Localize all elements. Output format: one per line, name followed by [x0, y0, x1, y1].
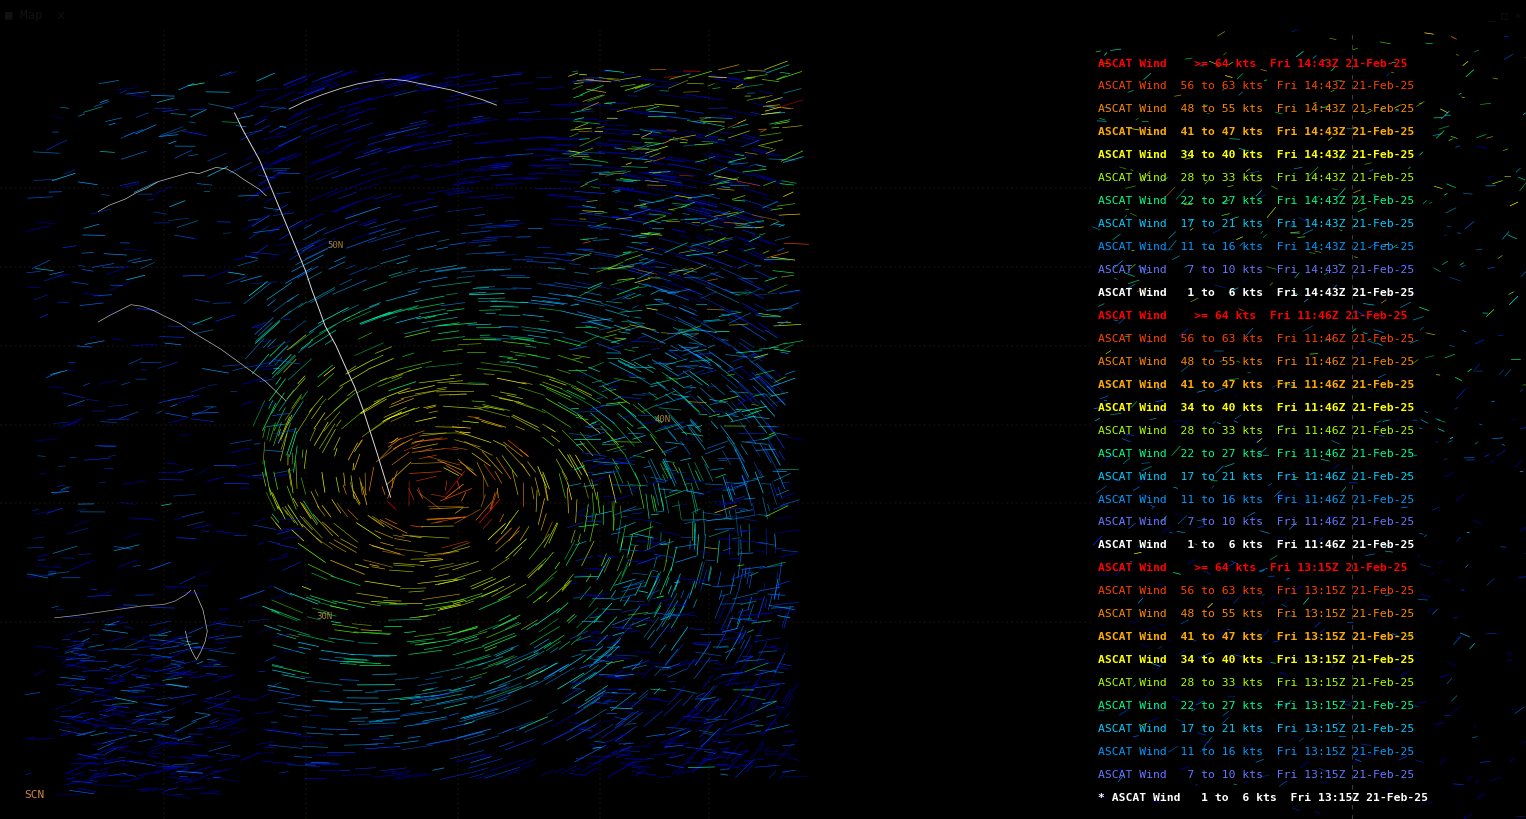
Text: ASCAT Wind  34 to 40 kts  Fri 11:46Z 21-Feb-25: ASCAT Wind 34 to 40 kts Fri 11:46Z 21-Fe…: [1097, 402, 1415, 412]
Text: ASCAT Wind  11 to 16 kts  Fri 11:46Z 21-Feb-25: ASCAT Wind 11 to 16 kts Fri 11:46Z 21-Fe…: [1097, 494, 1415, 504]
Text: ASCAT Wind  56 to 63 kts  Fri 14:43Z 21-Feb-25: ASCAT Wind 56 to 63 kts Fri 14:43Z 21-Fe…: [1097, 81, 1415, 92]
Text: _ □ ✕: _ □ ✕: [1488, 11, 1521, 20]
Text: ASCAT Wind  48 to 55 kts  Fri 13:15Z 21-Feb-25: ASCAT Wind 48 to 55 kts Fri 13:15Z 21-Fe…: [1097, 609, 1415, 618]
Text: ASCAT Wind    >= 64 kts  Fri 11:46Z 21-Feb-25: ASCAT Wind >= 64 kts Fri 11:46Z 21-Feb-2…: [1097, 310, 1407, 320]
Text: ASCAT Wind  28 to 33 kts  Fri 11:46Z 21-Feb-25: ASCAT Wind 28 to 33 kts Fri 11:46Z 21-Fe…: [1097, 425, 1415, 435]
Text: ASCAT Wind  48 to 55 kts  Fri 14:43Z 21-Feb-25: ASCAT Wind 48 to 55 kts Fri 14:43Z 21-Fe…: [1097, 104, 1415, 115]
Text: ASCAT Wind  34 to 40 kts  Fri 13:15Z 21-Feb-25: ASCAT Wind 34 to 40 kts Fri 13:15Z 21-Fe…: [1097, 654, 1415, 664]
Text: ASCAT Wind   1 to  6 kts  Fri 11:46Z 21-Feb-25: ASCAT Wind 1 to 6 kts Fri 11:46Z 21-Feb-…: [1097, 540, 1415, 550]
Text: ASCAT Wind   7 to 10 kts  Fri 14:43Z 21-Feb-25: ASCAT Wind 7 to 10 kts Fri 14:43Z 21-Feb…: [1097, 265, 1415, 274]
Text: ASCAT Wind    >= 64 kts  Fri 14:43Z 21-Feb-25: ASCAT Wind >= 64 kts Fri 14:43Z 21-Feb-2…: [1097, 58, 1407, 69]
Text: ASCAT Wind  56 to 63 kts  Fri 11:46Z 21-Feb-25: ASCAT Wind 56 to 63 kts Fri 11:46Z 21-Fe…: [1097, 333, 1415, 343]
Text: ASCAT Wind  34 to 40 kts  Fri 14:43Z 21-Feb-25: ASCAT Wind 34 to 40 kts Fri 14:43Z 21-Fe…: [1097, 150, 1415, 160]
Text: ASCAT Wind  41 to 47 kts  Fri 11:46Z 21-Feb-25: ASCAT Wind 41 to 47 kts Fri 11:46Z 21-Fe…: [1097, 379, 1415, 389]
Text: ASCAT Wind   7 to 10 kts  Fri 13:15Z 21-Feb-25: ASCAT Wind 7 to 10 kts Fri 13:15Z 21-Feb…: [1097, 769, 1415, 779]
Text: ASCAT Wind  48 to 55 kts  Fri 11:46Z 21-Feb-25: ASCAT Wind 48 to 55 kts Fri 11:46Z 21-Fe…: [1097, 356, 1415, 366]
Text: ASCAT Wind  22 to 27 kts  Fri 14:43Z 21-Feb-25: ASCAT Wind 22 to 27 kts Fri 14:43Z 21-Fe…: [1097, 196, 1415, 206]
Text: ASCAT Wind  28 to 33 kts  Fri 13:15Z 21-Feb-25: ASCAT Wind 28 to 33 kts Fri 13:15Z 21-Fe…: [1097, 677, 1415, 687]
Text: ASCAT Wind  11 to 16 kts  Fri 13:15Z 21-Feb-25: ASCAT Wind 11 to 16 kts Fri 13:15Z 21-Fe…: [1097, 746, 1415, 756]
Text: ASCAT Wind  17 to 21 kts  Fri 13:15Z 21-Feb-25: ASCAT Wind 17 to 21 kts Fri 13:15Z 21-Fe…: [1097, 723, 1415, 733]
Text: ASCAT Wind  28 to 33 kts  Fri 14:43Z 21-Feb-25: ASCAT Wind 28 to 33 kts Fri 14:43Z 21-Fe…: [1097, 173, 1415, 183]
Text: 40N: 40N: [655, 414, 671, 423]
Text: 30N: 30N: [316, 611, 333, 620]
Text: ■ Map  x: ■ Map x: [5, 9, 64, 22]
Text: ASCAT Wind  17 to 21 kts  Fri 11:46Z 21-Feb-25: ASCAT Wind 17 to 21 kts Fri 11:46Z 21-Fe…: [1097, 471, 1415, 481]
Text: SCN: SCN: [24, 789, 44, 799]
Text: ASCAT Wind  22 to 27 kts  Fri 13:15Z 21-Feb-25: ASCAT Wind 22 to 27 kts Fri 13:15Z 21-Fe…: [1097, 700, 1415, 710]
Text: ASCAT Wind  41 to 47 kts  Fri 14:43Z 21-Feb-25: ASCAT Wind 41 to 47 kts Fri 14:43Z 21-Fe…: [1097, 127, 1415, 137]
Text: ASCAT Wind   1 to  6 kts  Fri 14:43Z 21-Feb-25: ASCAT Wind 1 to 6 kts Fri 14:43Z 21-Feb-…: [1097, 287, 1415, 297]
Text: ASCAT Wind   7 to 10 kts  Fri 11:46Z 21-Feb-25: ASCAT Wind 7 to 10 kts Fri 11:46Z 21-Feb…: [1097, 517, 1415, 527]
Text: * ASCAT Wind   1 to  6 kts  Fri 13:15Z 21-Feb-25: * ASCAT Wind 1 to 6 kts Fri 13:15Z 21-Fe…: [1097, 792, 1428, 802]
Text: ASCAT Wind  22 to 27 kts  Fri 11:46Z 21-Feb-25: ASCAT Wind 22 to 27 kts Fri 11:46Z 21-Fe…: [1097, 448, 1415, 458]
Text: ASCAT Wind  41 to 47 kts  Fri 13:15Z 21-Feb-25: ASCAT Wind 41 to 47 kts Fri 13:15Z 21-Fe…: [1097, 631, 1415, 641]
Text: ASCAT Wind  17 to 21 kts  Fri 14:43Z 21-Feb-25: ASCAT Wind 17 to 21 kts Fri 14:43Z 21-Fe…: [1097, 219, 1415, 229]
Text: ASCAT Wind    >= 64 kts  Fri 13:15Z 21-Feb-25: ASCAT Wind >= 64 kts Fri 13:15Z 21-Feb-2…: [1097, 563, 1407, 572]
Text: 50N: 50N: [327, 241, 343, 250]
Text: ASCAT Wind  56 to 63 kts  Fri 13:15Z 21-Feb-25: ASCAT Wind 56 to 63 kts Fri 13:15Z 21-Fe…: [1097, 586, 1415, 595]
Text: ASCAT Wind  11 to 16 kts  Fri 14:43Z 21-Feb-25: ASCAT Wind 11 to 16 kts Fri 14:43Z 21-Fe…: [1097, 242, 1415, 251]
